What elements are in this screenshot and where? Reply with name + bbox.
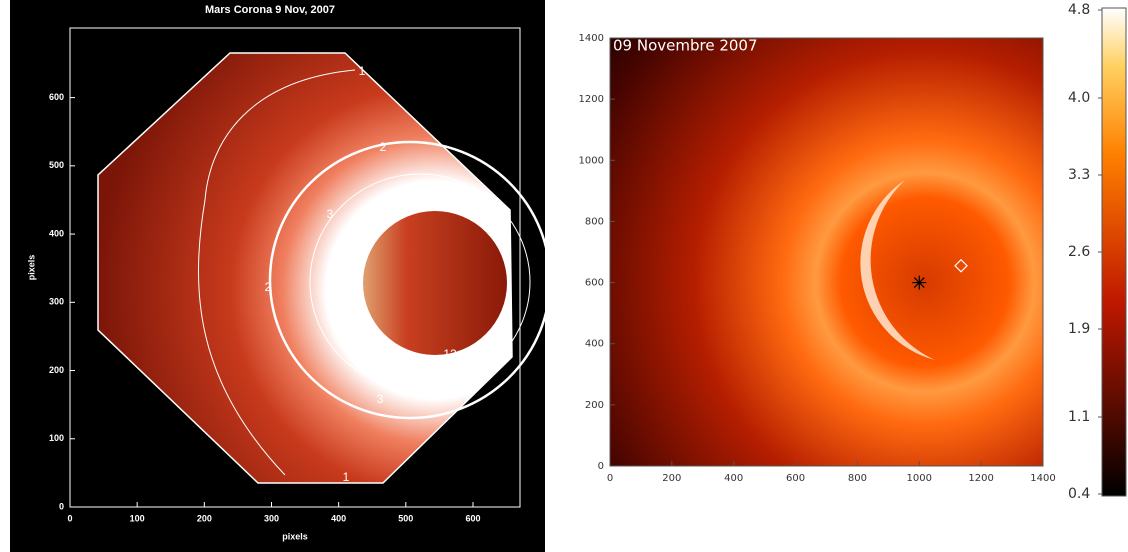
y-tick-label: 0	[598, 461, 604, 472]
y-tick-label: 400	[49, 228, 64, 238]
figure: Mars Corona 9 Nov, 200701002003004005006…	[0, 0, 1128, 552]
y-tick-label: 300	[49, 297, 64, 307]
contour-label: 1	[343, 470, 350, 484]
left-panel: Mars Corona 9 Nov, 2007 0 100 200 300 400 500 6…	[10, 0, 550, 552]
star-marker	[912, 276, 926, 290]
x-tick-label: 1200	[968, 473, 993, 484]
y-tick-label: 1000	[579, 155, 604, 166]
y-tick-label: 100	[49, 433, 64, 443]
x-tick-label: 500	[398, 513, 413, 523]
x-tick-label: 0	[607, 473, 613, 484]
contour-label: 3	[327, 207, 334, 221]
x-tick-label: 0	[67, 513, 72, 523]
y-tick-label: 200	[585, 400, 604, 411]
contour-label: 3	[377, 392, 384, 406]
mars-disk	[363, 211, 507, 355]
y-tick-label: 1200	[579, 94, 604, 105]
x-tick-label: 100	[130, 513, 145, 523]
chart-title: 09 Novembre 2007	[613, 37, 758, 55]
contour-label: 1	[359, 64, 366, 78]
model-image	[610, 38, 1043, 466]
x-tick-label: 1000	[907, 473, 932, 484]
x-tick-label: 800	[848, 473, 867, 484]
x-tick-label: 400	[331, 513, 346, 523]
colorbar-tick-label: 1.1	[1068, 409, 1090, 425]
colorbar	[1102, 8, 1126, 496]
y-tick-label: 600	[49, 92, 64, 102]
contour-label: 2	[380, 140, 387, 154]
x-tick-label: 200	[197, 513, 212, 523]
contour-label: 12	[443, 347, 457, 361]
x-tick-label: 600	[786, 473, 805, 484]
y-tick-label: 0	[59, 501, 64, 511]
colorbar-tick-label: 2.6	[1068, 244, 1090, 260]
colorbar-tick-label: 4.0	[1068, 90, 1090, 106]
y-axis-label: pixels	[26, 255, 36, 281]
colorbar-tick-label: 1.9	[1068, 321, 1090, 337]
x-tick-label: 1400	[1030, 473, 1055, 484]
x-axis-label: pixels	[282, 531, 308, 541]
y-tick-label: 400	[585, 339, 604, 350]
colorbar-tick-label: 4.8	[1068, 2, 1090, 18]
y-tick-label: 600	[585, 278, 604, 289]
y-tick-label: 500	[49, 160, 64, 170]
x-tick-label: 600	[465, 513, 480, 523]
right-panel: 09 Novembre 2007 0 200 400 600 800 1000 1200 140…	[579, 2, 1126, 502]
y-tick-label: 800	[585, 216, 604, 227]
y-tick-label: 1400	[579, 33, 604, 44]
colorbar-tick-label: 0.4	[1068, 486, 1090, 502]
chart-title: Mars Corona 9 Nov, 2007	[205, 4, 335, 16]
x-tick-label: 200	[662, 473, 681, 484]
y-tick-label: 200	[49, 365, 64, 375]
contour-label: 2	[265, 280, 272, 294]
x-tick-label: 400	[724, 473, 743, 484]
colorbar-tick-label: 3.3	[1068, 167, 1090, 183]
x-tick-label: 300	[264, 513, 279, 523]
